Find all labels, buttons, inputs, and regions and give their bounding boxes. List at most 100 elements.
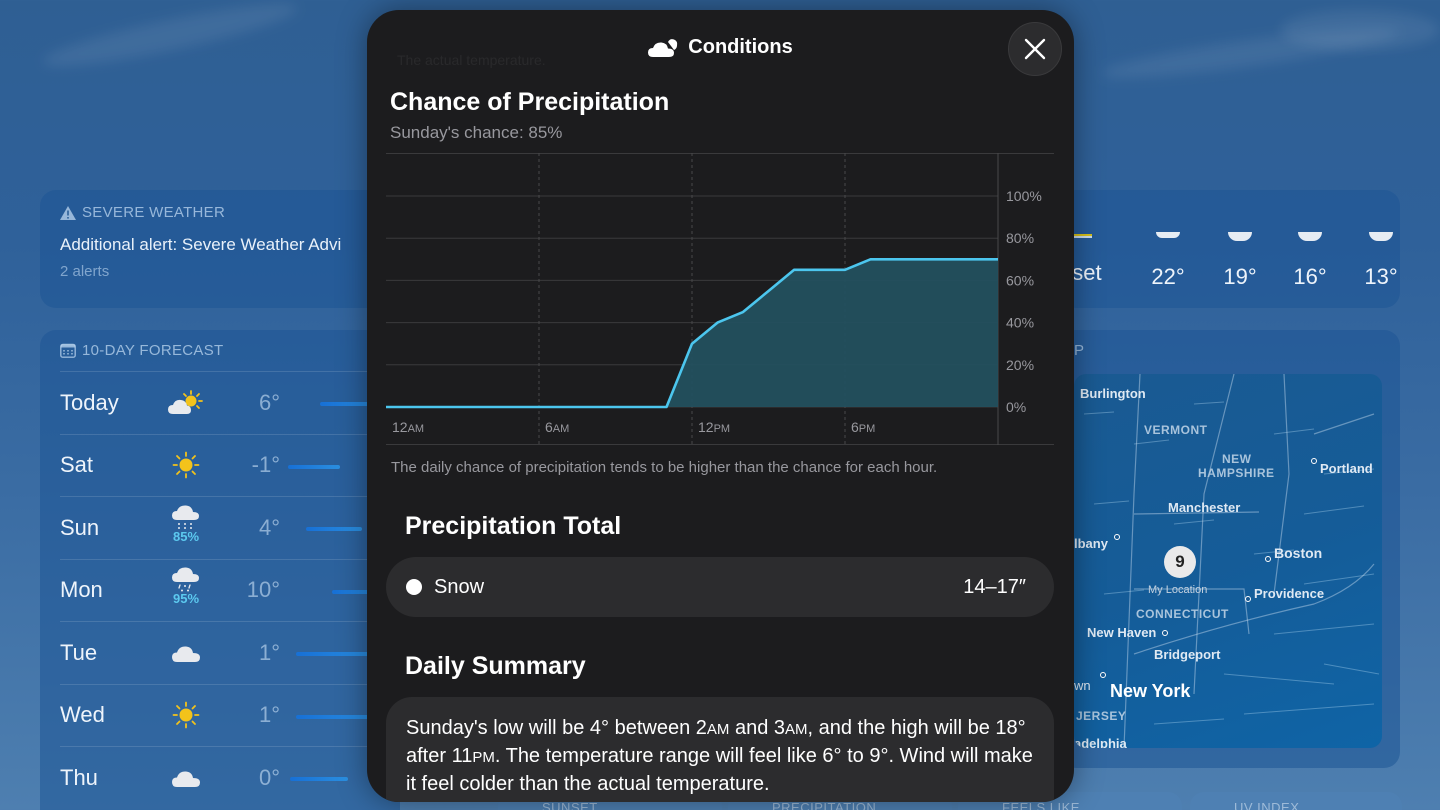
map-label-new-york: New York [1110, 681, 1191, 701]
snow-cloud-icon: 85% [164, 503, 208, 543]
forecast-list: Today 6° Sat -1° Sun 85% 4° [60, 371, 382, 809]
sleet-cloud-icon: 95% [164, 566, 208, 606]
close-icon [1024, 38, 1046, 60]
snow-dot-icon [406, 579, 422, 595]
svg-text:12AM: 12AM [392, 419, 424, 435]
cloud-icon [164, 758, 208, 798]
forecast-day: Thu [60, 764, 98, 790]
map-label-burlington: Burlington [1080, 386, 1146, 401]
forecast-day: Wed [60, 702, 105, 728]
modal-title-text: Conditions [688, 36, 793, 58]
svg-text:20%: 20% [1006, 357, 1034, 373]
map-label-manchester: Manchester [1168, 500, 1241, 515]
hourly-temp: 22° [1151, 264, 1185, 289]
map-label-portland: Portland [1320, 461, 1373, 476]
weather-map[interactable]: Burlington VERMONT NEW HAMPSHIRE Portlan… [1074, 374, 1382, 748]
sun-icon [164, 445, 208, 485]
moon-icon [1228, 232, 1252, 241]
close-button[interactable] [1008, 22, 1062, 76]
sun-icon [164, 695, 208, 735]
sunday-chance-subtitle: Sunday's chance: 85% [390, 123, 563, 142]
sunset-tile-label: SUNSET [542, 800, 598, 810]
forecast-row[interactable]: Wed 1° [60, 683, 380, 747]
map-label-my-location: My Location [1148, 584, 1208, 596]
hourly-item: 13° [1351, 220, 1411, 290]
svg-text:100%: 100% [1006, 188, 1042, 204]
precipitation-total-title: Precipitation Total [405, 512, 622, 540]
chart-footnote: The daily chance of precipitation tends … [391, 459, 938, 476]
map-label-jersey: JERSEY [1076, 709, 1127, 723]
hourly-item: 22° [1138, 220, 1198, 290]
map-label-hampshire: HAMPSHIRE [1198, 466, 1275, 480]
summary-part: AM [706, 721, 730, 738]
map-label-boston: Boston [1274, 545, 1323, 561]
city-dot [1114, 534, 1120, 540]
hourly-forecast-card[interactable]: nset 22° 19° 16° 13° [1060, 190, 1400, 308]
temp-range-bar [320, 402, 380, 406]
ghost-text: The actual temperature. [397, 52, 546, 68]
temp-range-bar [332, 589, 382, 594]
precipitation-tile-label: PRECIPITATION [772, 800, 877, 810]
cloud-streak [39, 0, 301, 77]
map-label-connecticut: CONNECTICUT [1136, 607, 1229, 621]
forecast-header: 10-DAY FORECAST [60, 342, 380, 359]
precip-chance: 95% [172, 591, 200, 606]
cloud-icon [164, 633, 208, 673]
alert-text: Additional alert: Severe Weather Advi [60, 235, 342, 254]
forecast-row[interactable]: Tue 1° [60, 621, 380, 684]
forecast-row[interactable]: Mon 95% 10° [60, 558, 382, 622]
calendar-icon [60, 343, 76, 358]
map-card[interactable]: P Burlington VERMONT NEW HAMPSHIRE Portl… [1060, 330, 1400, 768]
alert-count: 2 alerts [60, 263, 110, 280]
forecast-row[interactable]: Sat -1° [60, 433, 380, 497]
city-dot [1311, 458, 1317, 464]
precipitation-chart[interactable]: 0% 20% 40% 60% 80% 100% 12AM 6AM 12PM 6PM [386, 153, 1054, 445]
severe-weather-header: SEVERE WEATHER [60, 204, 380, 221]
moon-icon [1298, 232, 1322, 241]
city-dot [1162, 630, 1168, 636]
map-label-bridgeport: Bridgeport [1154, 647, 1221, 662]
forecast-low: 0° [258, 764, 280, 790]
temp-range-bar [306, 527, 362, 531]
map-header: P [1074, 342, 1085, 359]
forecast-row[interactable]: Sun 85% 4° [60, 496, 380, 559]
snow-label: Snow [434, 575, 485, 598]
wind-streaks [1083, 374, 1380, 748]
sunset-icon [1072, 234, 1092, 238]
city-dot [1245, 596, 1251, 602]
summary-part: . The temperature range will feel like 6… [406, 745, 1033, 795]
temp-range-bar [296, 714, 376, 719]
forecast-row[interactable]: Thu 0° [60, 746, 380, 809]
my-location-badge[interactable]: 9 [1164, 546, 1196, 578]
forecast-low: -1° [251, 452, 280, 478]
summary-part: PM [472, 749, 495, 766]
map-label-wn: wn [1074, 678, 1091, 693]
ten-day-forecast-card[interactable]: 10-DAY FORECAST Today 6° Sat -1° Sun 85% [40, 330, 400, 810]
snow-total-row: Snow 14–17″ [386, 557, 1054, 617]
partly-sunny-icon [164, 383, 208, 423]
modal-title: Conditions [367, 36, 1074, 59]
svg-text:60%: 60% [1006, 272, 1034, 288]
uv-index-tile[interactable]: UV INDEX [1190, 792, 1402, 810]
warning-triangle-icon [60, 205, 76, 220]
temp-range-bar [296, 652, 376, 656]
feels-like-tile-label: FEELS LIKE [1002, 800, 1080, 810]
svg-text:80%: 80% [1006, 230, 1034, 246]
cloud-streak [1280, 10, 1440, 50]
forecast-low: 1° [258, 702, 280, 728]
svg-text:0%: 0% [1006, 399, 1026, 415]
forecast-row[interactable]: Today 6° [60, 371, 380, 434]
forecast-day: Today [60, 389, 119, 415]
severe-weather-card[interactable]: SEVERE WEATHER Additional alert: Severe … [40, 190, 400, 308]
forecast-day: Mon [60, 577, 103, 603]
forecast-low: 1° [258, 639, 280, 665]
map-label-new: NEW [1222, 452, 1252, 466]
summary-part: Sunday's low will be 4° between 2 [406, 717, 707, 739]
forecast-title: 10-DAY FORECAST [82, 342, 224, 359]
precip-chance: 85% [172, 528, 200, 544]
map-label-vermont: VERMONT [1144, 423, 1208, 437]
map-label-albany: lbany [1074, 536, 1108, 551]
map-label-providence: Providence [1254, 586, 1325, 601]
map-label-philadelphia: adelphia [1074, 736, 1127, 748]
city-dot [1265, 556, 1271, 562]
